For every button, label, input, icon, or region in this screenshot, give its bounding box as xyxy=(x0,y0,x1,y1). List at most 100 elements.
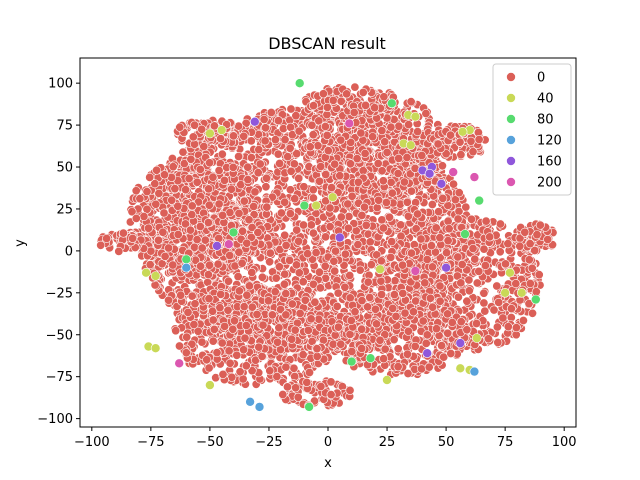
scatter-point xyxy=(461,202,471,212)
scatter-point xyxy=(212,348,222,358)
scatter-point xyxy=(492,322,502,332)
scatter-point xyxy=(197,337,207,347)
scatter-point xyxy=(316,162,326,172)
scatter-point xyxy=(294,173,304,183)
scatter-point xyxy=(438,193,448,203)
scatter-point xyxy=(468,244,478,254)
scatter-point xyxy=(225,358,235,368)
scatter-point xyxy=(255,159,265,169)
scatter-point xyxy=(276,208,286,218)
scatter-point xyxy=(446,348,456,358)
scatter-point xyxy=(300,295,310,305)
scatter-point xyxy=(377,126,387,136)
scatter-point xyxy=(422,330,432,340)
scatter-point xyxy=(259,115,269,125)
scatter-point xyxy=(257,351,267,361)
scatter-point xyxy=(332,301,342,311)
scatter-point xyxy=(390,276,400,286)
scatter-point xyxy=(303,325,313,335)
scatter-point xyxy=(281,240,291,250)
scatter-point xyxy=(135,194,145,204)
scatter-point xyxy=(220,321,230,331)
scatter-point xyxy=(344,212,354,222)
scatter-point xyxy=(321,273,331,283)
scatter-point xyxy=(184,174,194,184)
scatter-point xyxy=(204,184,214,194)
scatter-point xyxy=(203,270,213,280)
scatter-point xyxy=(160,170,170,180)
scatter-point xyxy=(511,323,521,333)
scatter-point xyxy=(393,169,403,179)
scatter-point xyxy=(411,296,421,306)
scatter-point xyxy=(182,332,192,342)
scatter-point xyxy=(435,296,445,306)
scatter-point xyxy=(382,147,392,157)
scatter-point xyxy=(376,256,386,266)
scatter-point xyxy=(270,135,280,145)
scatter-point xyxy=(225,251,235,261)
scatter-point xyxy=(480,260,490,270)
scatter-point xyxy=(435,233,445,243)
scatter-point xyxy=(495,247,505,257)
scatter-point xyxy=(239,302,249,312)
scatter-point xyxy=(481,216,491,226)
scatter-point xyxy=(325,222,335,232)
scatter-point xyxy=(374,195,384,205)
scatter-point xyxy=(280,269,290,279)
scatter-point xyxy=(281,362,291,372)
scatter-point xyxy=(234,247,244,257)
scatter-point xyxy=(208,336,218,346)
scatter-point xyxy=(356,128,366,138)
scatter-point xyxy=(323,146,333,156)
scatter-point xyxy=(272,337,282,347)
scatter-point xyxy=(462,325,472,335)
scatter-point xyxy=(145,260,155,270)
scatter-point xyxy=(306,220,316,230)
scatter-point xyxy=(306,314,316,324)
scatter-point xyxy=(308,185,318,195)
scatter-point xyxy=(295,308,305,318)
scatter-point xyxy=(518,315,528,325)
scatter-point xyxy=(273,116,283,126)
scatter-point xyxy=(353,240,363,250)
scatter-point xyxy=(151,199,161,209)
scatter-point xyxy=(416,234,426,244)
scatter-point xyxy=(226,184,236,194)
scatter-point xyxy=(214,199,224,209)
scatter-point xyxy=(205,260,215,270)
scatter-point xyxy=(357,296,367,306)
scatter-point xyxy=(527,263,537,273)
scatter-point xyxy=(427,200,437,210)
scatter-point xyxy=(224,276,234,286)
scatter-point xyxy=(466,214,476,224)
scatter-point xyxy=(404,120,414,130)
scatter-point xyxy=(234,152,244,162)
scatter-point xyxy=(240,333,250,343)
scatter-point xyxy=(139,212,149,222)
scatter-point xyxy=(335,171,345,181)
scatter-point xyxy=(375,335,385,345)
scatter-point xyxy=(228,162,238,172)
scatter-point xyxy=(391,311,401,321)
scatter-point xyxy=(254,342,264,352)
scatter-point xyxy=(237,258,247,268)
scatter-point xyxy=(158,227,168,237)
scatter-point xyxy=(159,208,169,218)
scatter-point xyxy=(321,170,331,180)
scatter-point xyxy=(204,294,214,304)
scatter-point xyxy=(218,369,228,379)
scatter-point xyxy=(437,161,447,171)
scatter-point xyxy=(232,350,242,360)
scatter-point xyxy=(142,187,152,197)
scatter-point xyxy=(289,363,299,373)
scatter-point xyxy=(394,153,404,163)
scatter-point xyxy=(398,260,408,270)
scatter-point xyxy=(173,230,183,240)
scatter-point xyxy=(353,177,363,187)
scatter-point xyxy=(333,322,343,332)
scatter-point xyxy=(359,202,369,212)
scatter-point xyxy=(298,350,308,360)
scatter-point xyxy=(187,201,197,211)
scatter-point xyxy=(387,237,397,247)
